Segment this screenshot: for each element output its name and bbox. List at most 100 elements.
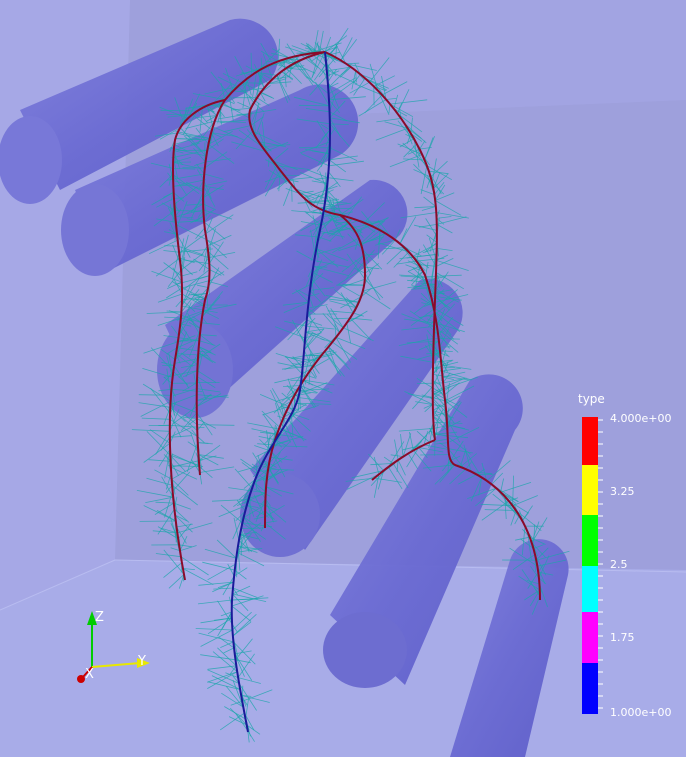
root-hair: [521, 526, 526, 556]
root-hair: [242, 504, 266, 519]
root-hair: [276, 75, 291, 101]
root-hair: [443, 377, 467, 384]
root-hair: [350, 317, 373, 321]
root-hair: [512, 554, 536, 571]
root-hair: [237, 101, 252, 109]
root-hair: [436, 248, 453, 251]
root-hair: [328, 99, 341, 114]
root-hair: [263, 428, 280, 446]
root-hair: [155, 132, 178, 137]
root-hair: [509, 547, 538, 567]
root-hair: [253, 494, 266, 517]
root-hair: [178, 574, 185, 589]
root-hair: [187, 418, 198, 426]
root-hair: [243, 516, 261, 530]
root-hair: [295, 289, 309, 303]
root-hair: [175, 353, 194, 368]
root-hair: [444, 385, 475, 402]
root-hair: [202, 107, 215, 113]
root-hair: [161, 202, 175, 211]
root-hair: [354, 259, 366, 268]
root-hair: [172, 168, 196, 170]
root-hair: [213, 83, 232, 104]
root-hair: [375, 239, 396, 246]
root-hair: [411, 287, 430, 290]
root-hair: [478, 477, 483, 496]
root-hair: [266, 434, 271, 456]
root-hair: [222, 575, 235, 596]
root-hair: [268, 169, 292, 185]
root-hair: [285, 188, 300, 194]
root-hair: [410, 117, 413, 134]
root-hair: [537, 559, 566, 567]
legend-color-band: [582, 612, 598, 663]
root-hair: [180, 352, 198, 365]
root-hair: [199, 466, 213, 479]
root-hair: [217, 76, 238, 87]
root-hair: [202, 184, 224, 199]
root-hair: [242, 78, 248, 109]
root-hair: [329, 155, 358, 161]
root-hair: [434, 299, 455, 315]
root-hair: [434, 433, 469, 439]
root-hair: [264, 504, 287, 523]
root-hair: [171, 465, 197, 480]
root-hair: [508, 497, 519, 502]
root-hair: [182, 110, 198, 135]
root-hair: [325, 201, 348, 204]
root-hair: [238, 522, 262, 541]
root-hair: [157, 293, 183, 303]
root-hair: [157, 526, 179, 540]
root-hair: [443, 376, 478, 390]
root-hair: [163, 262, 182, 277]
root-hair: [169, 408, 180, 432]
root-hair: [163, 562, 183, 578]
root-hair: [206, 115, 218, 122]
root-hair: [196, 394, 229, 398]
root-hair: [250, 116, 264, 126]
root-hair: [419, 140, 426, 150]
root-hair: [450, 455, 461, 461]
root-hair: [237, 86, 261, 106]
root-hair: [136, 490, 174, 498]
root-hair: [207, 563, 236, 581]
root-hair: [300, 141, 331, 154]
root-hair: [172, 267, 183, 283]
root-hair: [428, 287, 450, 311]
root-hair: [397, 143, 423, 155]
root-hair: [311, 180, 328, 185]
root-hair: [168, 229, 178, 235]
root-hair: [278, 434, 294, 438]
root-hair: [313, 30, 319, 56]
root-hair: [205, 214, 234, 235]
root-hair: [271, 451, 286, 478]
root-hair: [143, 341, 179, 354]
root-hair: [142, 383, 171, 402]
root-hair: [374, 216, 389, 228]
z-axis-label: Z: [95, 610, 104, 625]
root-hair: [258, 131, 270, 157]
root-hair: [192, 114, 212, 130]
root-hair: [173, 371, 189, 386]
root-hair: [459, 448, 467, 468]
root-hair: [171, 484, 198, 506]
root-hair: [199, 334, 217, 337]
root-hair: [272, 435, 304, 446]
root-hair: [334, 218, 353, 227]
root-hair: [407, 148, 420, 155]
root-hair: [169, 424, 205, 428]
root-hair: [446, 401, 462, 425]
root-hair: [360, 287, 372, 298]
root-hair: [434, 184, 446, 201]
root-hair: [384, 121, 408, 129]
root-hair: [298, 104, 330, 107]
root-hair: [267, 455, 288, 470]
root-hair: [264, 504, 285, 518]
root-hair: [155, 257, 181, 277]
root-hair: [394, 229, 401, 241]
root-hair: [196, 164, 205, 175]
root-hair: [330, 51, 341, 55]
root-hair: [314, 42, 326, 53]
